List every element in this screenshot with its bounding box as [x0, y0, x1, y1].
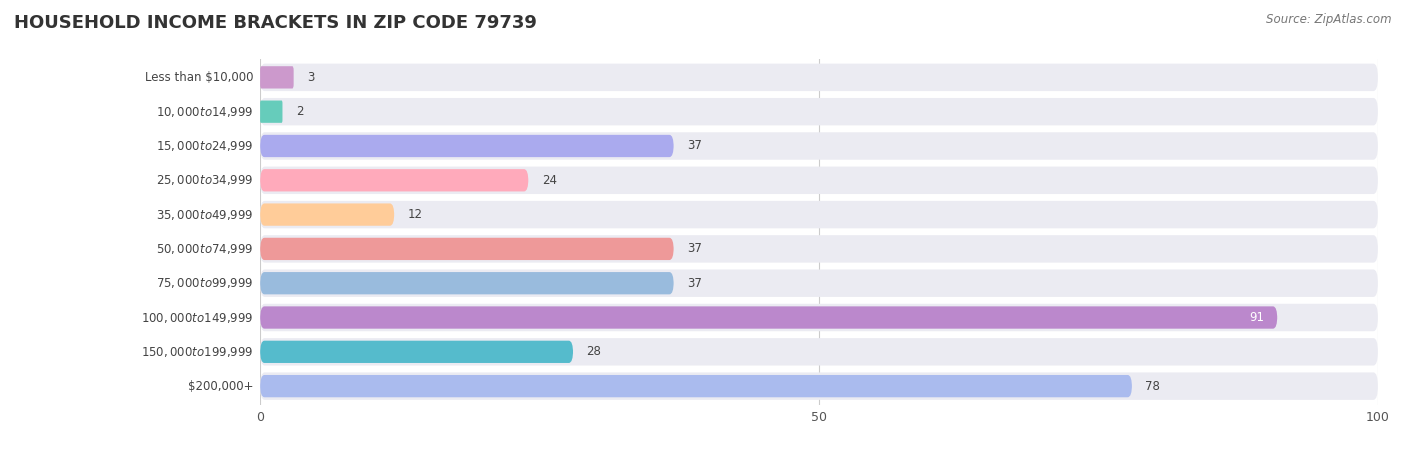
Text: Source: ZipAtlas.com: Source: ZipAtlas.com: [1267, 14, 1392, 27]
FancyBboxPatch shape: [260, 135, 673, 157]
FancyBboxPatch shape: [260, 373, 1378, 400]
Text: 24: 24: [541, 174, 557, 187]
Text: $10,000 to $14,999: $10,000 to $14,999: [156, 105, 253, 119]
Text: $100,000 to $149,999: $100,000 to $149,999: [141, 310, 253, 324]
Text: 28: 28: [586, 345, 602, 358]
FancyBboxPatch shape: [260, 63, 1378, 91]
FancyBboxPatch shape: [260, 169, 529, 191]
Text: $150,000 to $199,999: $150,000 to $199,999: [141, 345, 253, 359]
Text: $75,000 to $99,999: $75,000 to $99,999: [156, 276, 253, 290]
Text: 2: 2: [295, 105, 304, 118]
FancyBboxPatch shape: [260, 203, 394, 226]
Text: 12: 12: [408, 208, 423, 221]
Text: 3: 3: [307, 71, 315, 84]
FancyBboxPatch shape: [260, 98, 1378, 126]
FancyBboxPatch shape: [260, 235, 1378, 263]
FancyBboxPatch shape: [260, 132, 1378, 160]
FancyBboxPatch shape: [260, 270, 1378, 297]
Text: 37: 37: [688, 277, 702, 290]
Text: $200,000+: $200,000+: [187, 380, 253, 393]
FancyBboxPatch shape: [260, 338, 1378, 365]
FancyBboxPatch shape: [260, 238, 673, 260]
FancyBboxPatch shape: [260, 100, 283, 123]
Text: 37: 37: [688, 243, 702, 256]
FancyBboxPatch shape: [260, 375, 1132, 397]
Text: 37: 37: [688, 140, 702, 153]
Text: 78: 78: [1146, 380, 1160, 393]
FancyBboxPatch shape: [260, 166, 1378, 194]
FancyBboxPatch shape: [260, 201, 1378, 228]
Text: 91: 91: [1249, 311, 1264, 324]
FancyBboxPatch shape: [260, 341, 574, 363]
FancyBboxPatch shape: [260, 66, 294, 89]
Text: Less than $10,000: Less than $10,000: [145, 71, 253, 84]
FancyBboxPatch shape: [260, 272, 673, 294]
FancyBboxPatch shape: [260, 304, 1378, 331]
Text: $15,000 to $24,999: $15,000 to $24,999: [156, 139, 253, 153]
FancyBboxPatch shape: [260, 306, 1277, 328]
Text: HOUSEHOLD INCOME BRACKETS IN ZIP CODE 79739: HOUSEHOLD INCOME BRACKETS IN ZIP CODE 79…: [14, 14, 537, 32]
Text: $35,000 to $49,999: $35,000 to $49,999: [156, 207, 253, 221]
Text: $50,000 to $74,999: $50,000 to $74,999: [156, 242, 253, 256]
Text: $25,000 to $34,999: $25,000 to $34,999: [156, 173, 253, 187]
